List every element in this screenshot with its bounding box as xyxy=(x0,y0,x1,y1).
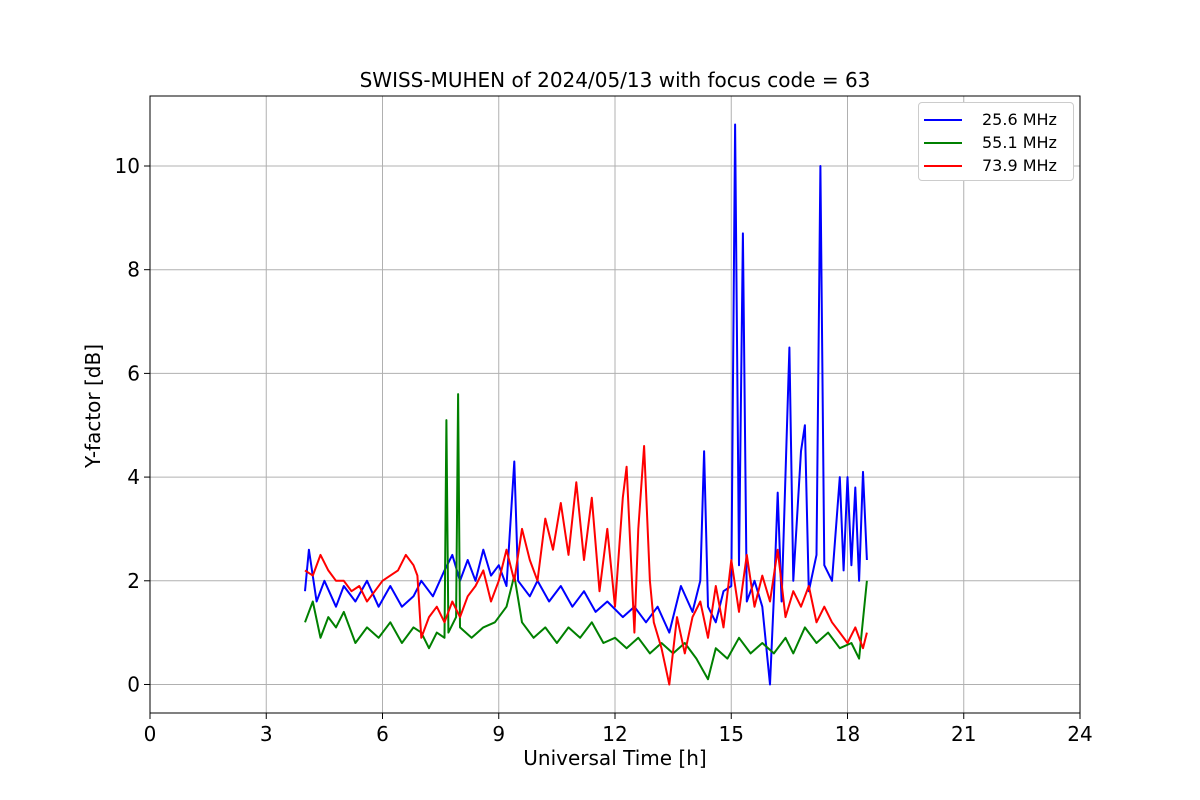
y-tick-label: 0 xyxy=(127,672,140,696)
x-tick-label: 0 xyxy=(144,722,157,746)
x-tick-label: 15 xyxy=(719,722,744,746)
grid-lines xyxy=(149,96,1081,713)
x-tick-label: 18 xyxy=(835,722,860,746)
legend-label: 25.6 MHz xyxy=(982,110,1057,129)
x-tick-label: 12 xyxy=(602,722,627,746)
y-tick-label: 4 xyxy=(127,465,140,489)
series-layer xyxy=(304,123,868,686)
y-tick-label: 10 xyxy=(115,154,140,178)
x-tick-label: 9 xyxy=(492,722,505,746)
legend: 25.6 MHz 55.1 MHz 73.9 MHz xyxy=(918,102,1074,181)
legend-swatch-blue xyxy=(924,119,962,121)
legend-item-25-6-mhz: 25.6 MHz xyxy=(919,108,1073,132)
y-tick-label: 2 xyxy=(127,569,140,593)
y-tick-label: 8 xyxy=(127,258,140,282)
series-line-25-6-mhz xyxy=(304,123,868,686)
legend-swatch-green xyxy=(924,142,962,144)
series-line-73-9-mhz xyxy=(304,445,868,686)
legend-label: 73.9 MHz xyxy=(982,156,1057,175)
chart-title: SWISS-MUHEN of 2024/05/13 with focus cod… xyxy=(359,68,871,92)
x-tick-label: 21 xyxy=(951,722,976,746)
legend-swatch-red xyxy=(924,165,962,167)
y-tick-label: 6 xyxy=(127,361,140,385)
x-axis-label: Universal Time [h] xyxy=(523,746,707,770)
legend-item-73-9-mhz: 73.9 MHz xyxy=(919,154,1073,178)
x-tick-label: 6 xyxy=(376,722,389,746)
x-tick-label: 24 xyxy=(1067,722,1092,746)
legend-item-55-1-mhz: 55.1 MHz xyxy=(919,131,1073,155)
legend-label: 55.1 MHz xyxy=(982,133,1057,152)
y-axis-label: Y-factor [dB] xyxy=(81,343,105,469)
x-tick-label: 3 xyxy=(260,722,273,746)
series-line-55-1-mhz xyxy=(304,393,868,681)
